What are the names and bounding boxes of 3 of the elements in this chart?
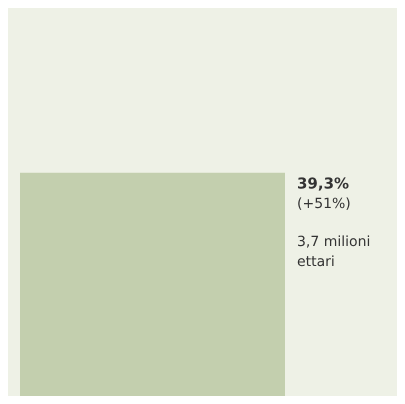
text: (+51%) bbox=[297, 194, 352, 214]
data-label: 39,3% bbox=[297, 174, 350, 193]
text: 3,7 milioni ettari bbox=[297, 232, 372, 272]
